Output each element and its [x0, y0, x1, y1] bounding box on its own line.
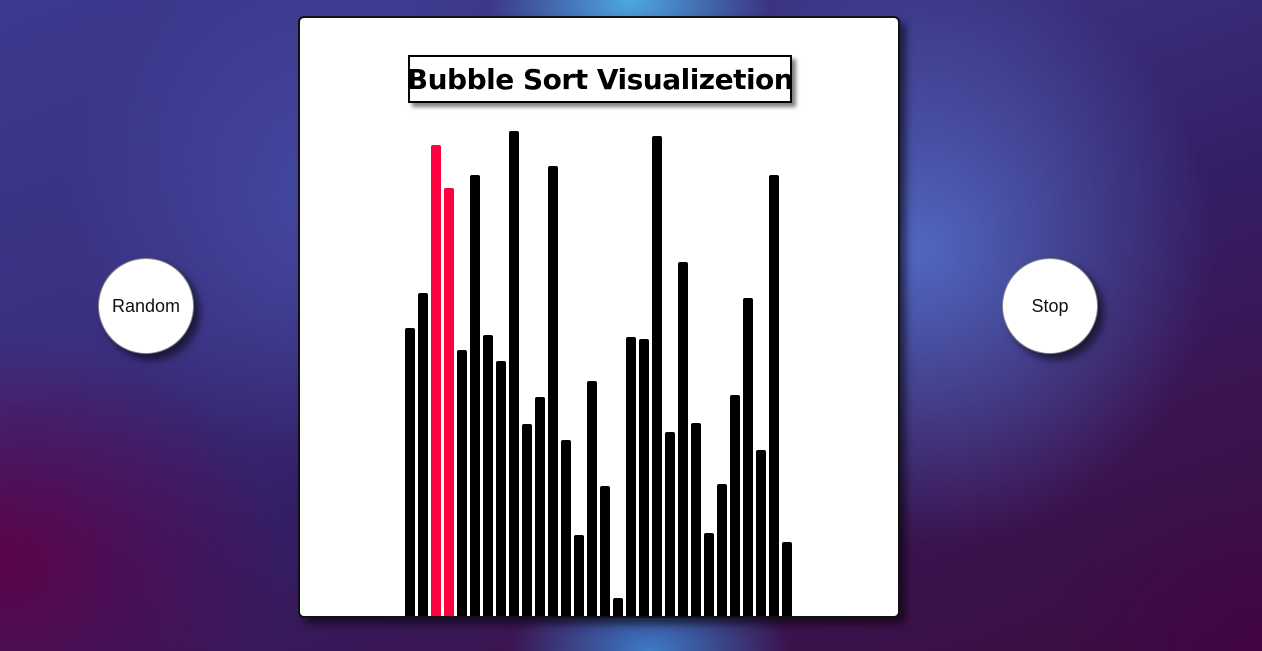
bar: [470, 175, 480, 616]
bar: [509, 131, 519, 616]
bar: [548, 166, 558, 616]
bar: [613, 598, 623, 616]
bar: [600, 486, 610, 616]
bar: [496, 361, 506, 616]
page-title: Bubble Sort Visualizetion: [407, 55, 794, 103]
bar: [717, 484, 727, 616]
bar: [652, 136, 662, 616]
bar: [678, 262, 688, 616]
bar: [756, 450, 766, 616]
bar: [704, 533, 714, 616]
bar: [743, 298, 753, 616]
bar: [626, 337, 636, 616]
bar: [730, 395, 740, 616]
bar: [405, 328, 415, 616]
bar: [522, 424, 532, 616]
bar: [691, 423, 701, 616]
bar: [418, 293, 428, 616]
bar: [665, 432, 675, 616]
bar: [535, 397, 545, 616]
bar: [457, 350, 467, 616]
bar: [769, 175, 779, 616]
bar: [561, 440, 571, 616]
random-button[interactable]: Random: [98, 258, 194, 354]
bar: [587, 381, 597, 616]
bar-chart: [405, 131, 792, 616]
bar-active: [444, 188, 454, 616]
bar: [574, 535, 584, 616]
stop-button[interactable]: Stop: [1002, 258, 1098, 354]
bar-active: [431, 145, 441, 616]
visualizer-panel: Bubble Sort Visualizetion: [298, 16, 900, 618]
bar: [782, 542, 792, 616]
bar: [639, 339, 649, 616]
bar: [483, 335, 493, 616]
